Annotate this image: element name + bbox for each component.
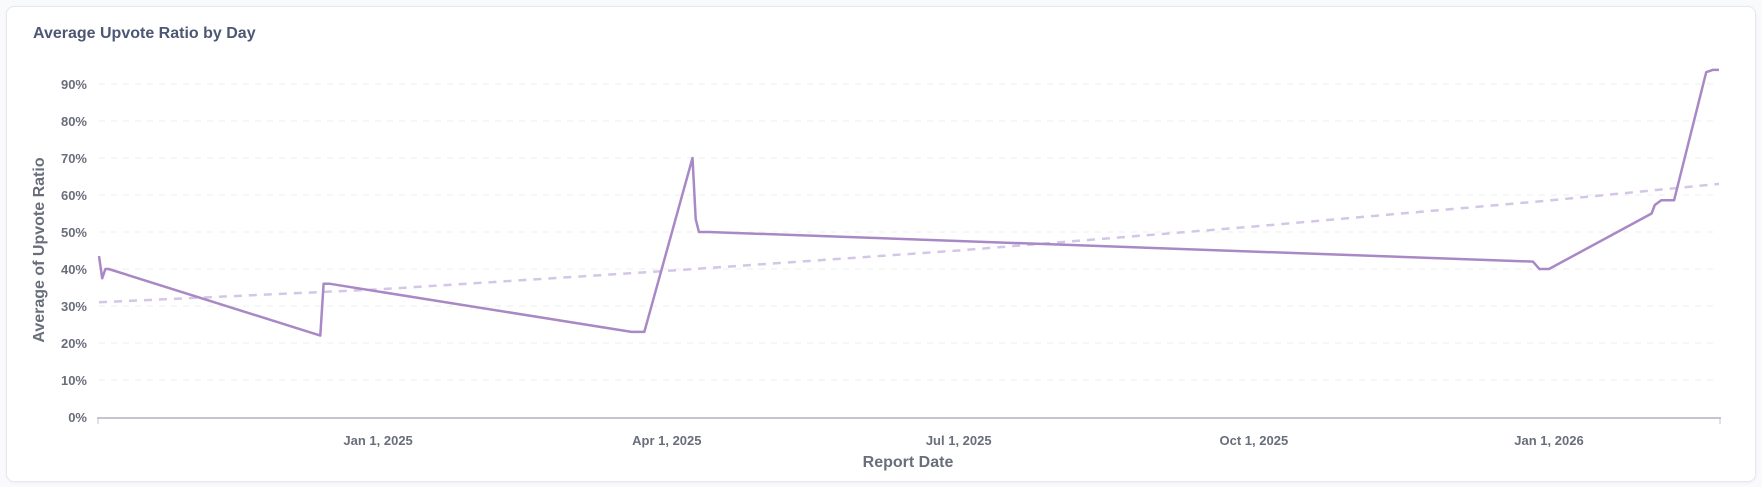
chart-title[interactable]: Average Upvote Ratio by Day: [33, 25, 256, 42]
y-tick-label: 10%: [61, 373, 87, 388]
data-point[interactable]: [1530, 259, 1536, 265]
x-axis-title: Report Date: [863, 454, 954, 471]
y-tick-label: 0%: [68, 410, 87, 425]
x-tick-label: Apr 1, 2025: [632, 433, 701, 448]
data-point[interactable]: [317, 333, 323, 339]
data-point[interactable]: [321, 281, 327, 287]
data-point[interactable]: [1658, 197, 1664, 203]
y-axis-title: Average of Upvote Ratio: [31, 157, 48, 342]
data-point[interactable]: [1703, 69, 1709, 75]
data-point[interactable]: [629, 329, 635, 335]
data-point[interactable]: [106, 266, 112, 272]
data-point[interactable]: [1710, 67, 1716, 73]
data-point[interactable]: [1652, 202, 1658, 208]
x-tick-label: Jan 1, 2026: [1514, 433, 1583, 448]
y-tick-label: 50%: [61, 225, 87, 240]
data-point[interactable]: [1536, 266, 1542, 272]
data-point[interactable]: [696, 229, 702, 235]
data-point[interactable]: [1546, 266, 1552, 272]
y-tick-label: 90%: [61, 77, 87, 92]
data-point[interactable]: [693, 216, 699, 222]
data-point[interactable]: [641, 329, 647, 335]
chart-card: Average Upvote Ratio by Day: [6, 6, 1756, 482]
data-point[interactable]: [96, 253, 102, 259]
y-tick-label: 60%: [61, 188, 87, 203]
series-line[interactable]: [97, 68, 1719, 337]
x-tick-label: Jul 1, 2025: [926, 433, 992, 448]
y-tick-label: 20%: [61, 336, 87, 351]
x-tick-label: Oct 1, 2025: [1220, 433, 1289, 448]
y-tick-label: 70%: [61, 151, 87, 166]
y-tick-label: 30%: [61, 299, 87, 314]
data-point[interactable]: [1649, 211, 1655, 217]
data-point[interactable]: [1671, 197, 1677, 203]
y-tick-label: 40%: [61, 262, 87, 277]
trend-line[interactable]: [98, 182, 1720, 304]
data-point[interactable]: [327, 281, 333, 287]
data-point[interactable]: [706, 229, 712, 235]
data-point[interactable]: [689, 155, 695, 161]
y-tick-label: 80%: [61, 114, 87, 129]
data-point[interactable]: [1716, 67, 1722, 73]
x-tick-label: Jan 1, 2025: [343, 433, 412, 448]
data-point[interactable]: [99, 275, 105, 281]
